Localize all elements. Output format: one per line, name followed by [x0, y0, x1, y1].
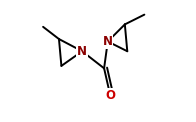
Text: N: N [103, 35, 113, 48]
Text: N: N [77, 45, 87, 58]
Text: O: O [105, 89, 115, 102]
